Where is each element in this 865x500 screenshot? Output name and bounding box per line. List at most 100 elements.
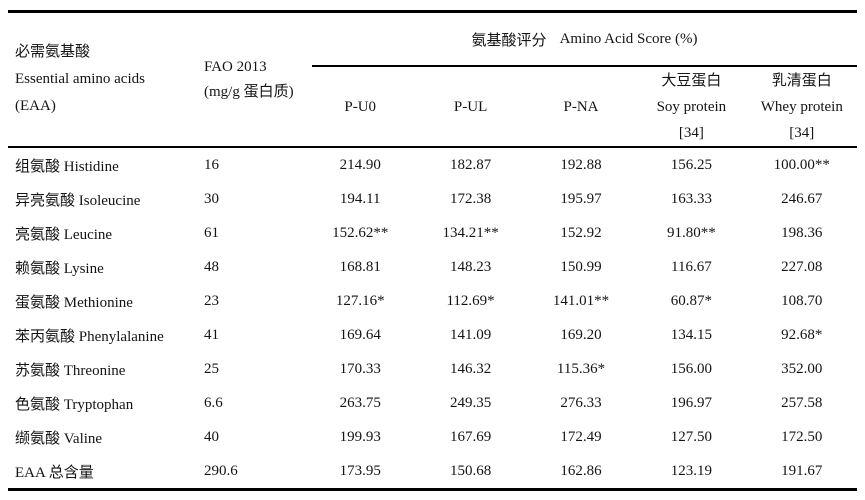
score-p-na: 152.92	[560, 224, 602, 241]
score-p-na: 162.86	[560, 462, 602, 479]
column-header-p-u0: P-U0	[305, 67, 415, 146]
score-soy-protein: 196.97	[670, 394, 713, 411]
spanner-label-en: Amino Acid Score (%)	[559, 30, 698, 47]
header-amino-acid-score-spanner: 氨基酸评分 Amino Acid Score (%)	[312, 13, 857, 67]
column-header-citation: [34]	[789, 124, 815, 141]
row-label: 缬氨酸 Valine	[15, 430, 103, 447]
table-row: 赖氨酸 Lysine 48 168.81 148.23 150.99 116.6…	[8, 250, 857, 284]
table-header: 必需氨基酸 Essential amino acids (EAA) FAO 20…	[8, 13, 857, 148]
score-p-ul: 134.21**	[442, 224, 499, 241]
score-whey-protein: 198.36	[781, 224, 823, 241]
fao-value: 30	[204, 190, 219, 207]
score-soy-protein: 156.25	[670, 156, 713, 173]
score-p-u0: 194.11	[339, 190, 381, 207]
amino-acid-score-table: 必需氨基酸 Essential amino acids (EAA) FAO 20…	[8, 10, 857, 491]
header-eaa-line-abbr: (EAA)	[15, 98, 56, 114]
score-soy-protein: 127.50	[670, 428, 713, 445]
score-p-na: 141.01**	[552, 292, 610, 309]
column-header-whey-protein: 乳清蛋白 Whey protein [34]	[747, 67, 857, 146]
score-p-ul: 146.32	[449, 360, 492, 377]
score-soy-protein: 60.87*	[670, 292, 713, 309]
column-header-label: P-U0	[344, 98, 377, 115]
row-label: 苯丙氨酸 Phenylalanine	[15, 328, 164, 345]
score-p-ul: 148.23	[449, 258, 492, 275]
column-header-label: P-NA	[563, 98, 599, 115]
score-p-ul: 141.09	[449, 326, 492, 343]
score-p-u0: 168.81	[339, 258, 381, 275]
column-header-label-zh: 乳清蛋白	[771, 72, 832, 89]
row-label: 亮氨酸 Leucine	[15, 226, 113, 243]
score-whey-protein: 227.08	[781, 258, 823, 275]
score-p-u0: 127.16*	[335, 292, 385, 309]
column-header-p-na: P-NA	[526, 67, 636, 146]
table-row: EAA 总含量 290.6 173.95 150.68 162.86 123.1…	[8, 454, 857, 488]
fao-value: 6.6	[204, 394, 223, 411]
score-p-u0: 199.93	[339, 428, 381, 445]
score-p-u0: 169.64	[339, 326, 381, 343]
score-p-ul: 167.69	[449, 428, 492, 445]
column-header-label-zh: 大豆蛋白	[661, 72, 722, 89]
score-p-na: 276.33	[560, 394, 602, 411]
row-label: 组氨酸 Histidine	[15, 158, 119, 175]
row-label: 色氨酸 Tryptophan	[15, 396, 134, 413]
row-label: EAA 总含量	[15, 464, 94, 481]
score-p-na: 195.97	[560, 190, 602, 207]
fao-value: 25	[204, 360, 219, 377]
column-header-soy-protein: 大豆蛋白 Soy protein [34]	[636, 67, 746, 146]
score-p-u0: 263.75	[339, 394, 381, 411]
score-soy-protein: 163.33	[670, 190, 713, 207]
score-soy-protein: 134.15	[670, 326, 713, 343]
score-p-ul: 182.87	[449, 156, 492, 173]
score-whey-protein: 172.50	[781, 428, 823, 445]
score-p-u0: 170.33	[339, 360, 381, 377]
column-header-citation: [34]	[678, 124, 704, 141]
table-row: 缬氨酸 Valine 40 199.93 167.69 172.49 127.5…	[8, 420, 857, 454]
score-whey-protein: 92.68*	[781, 326, 823, 343]
score-p-na: 115.36*	[556, 360, 606, 377]
fao-value: 61	[204, 224, 219, 241]
score-p-na: 169.20	[560, 326, 602, 343]
row-label: 赖氨酸 Lysine	[15, 260, 104, 277]
score-p-na: 150.99	[560, 258, 602, 275]
fao-value: 16	[204, 156, 219, 173]
score-p-u0: 173.95	[339, 462, 381, 479]
header-eaa-line-zh: 必需氨基酸	[15, 44, 91, 60]
score-whey-protein: 108.70	[781, 292, 823, 309]
header-essential-amino-acids: 必需氨基酸 Essential amino acids (EAA)	[8, 13, 200, 146]
row-label: 异亮氨酸 Isoleucine	[15, 192, 141, 209]
score-p-ul: 249.35	[449, 394, 492, 411]
table-row: 蛋氨酸 Methionine 23 127.16* 112.69* 141.01…	[8, 284, 857, 318]
table-body: 组氨酸 Histidine 16 214.90 182.87 192.88 15…	[8, 148, 857, 488]
row-label: 苏氨酸 Threonine	[15, 362, 126, 379]
score-p-ul: 172.38	[449, 190, 492, 207]
score-p-u0: 152.62**	[332, 224, 389, 241]
fao-value: 290.6	[204, 462, 238, 479]
table-row: 色氨酸 Tryptophan 6.6 263.75 249.35 276.33 …	[8, 386, 857, 420]
header-fao-2013: FAO 2013 (mg/g 蛋白质)	[200, 13, 305, 146]
spanner-label-zh: 氨基酸评分	[471, 32, 547, 49]
score-whey-protein: 191.67	[781, 462, 823, 479]
score-soy-protein: 123.19	[670, 462, 713, 479]
score-soy-protein: 116.67	[671, 258, 712, 275]
fao-value: 48	[204, 258, 219, 275]
table-row: 亮氨酸 Leucine 61 152.62** 134.21** 152.92 …	[8, 216, 857, 250]
column-header-p-ul: P-UL	[415, 67, 525, 146]
score-p-ul: 112.69*	[446, 292, 495, 309]
table-row: 苯丙氨酸 Phenylalanine 41 169.64 141.09 169.…	[8, 318, 857, 352]
score-p-u0: 214.90	[339, 156, 381, 173]
column-header-label-en: Whey protein	[760, 98, 843, 115]
column-header-label-en: Soy protein	[656, 98, 727, 115]
row-label: 蛋氨酸 Methionine	[15, 294, 133, 311]
header-fao-line-1: FAO 2013	[204, 58, 267, 75]
table-row: 异亮氨酸 Isoleucine 30 194.11 172.38 195.97 …	[8, 182, 857, 216]
fao-value: 41	[204, 326, 219, 343]
score-whey-protein: 100.00**	[773, 156, 830, 173]
score-p-na: 172.49	[560, 428, 602, 445]
fao-value: 23	[204, 292, 219, 309]
column-header-label: P-UL	[453, 98, 488, 115]
fao-value: 40	[204, 428, 219, 445]
score-whey-protein: 246.67	[781, 190, 823, 207]
score-whey-protein: 257.58	[781, 394, 823, 411]
score-soy-protein: 156.00	[670, 360, 713, 377]
header-eaa-line-en: Essential amino acids	[15, 71, 145, 87]
